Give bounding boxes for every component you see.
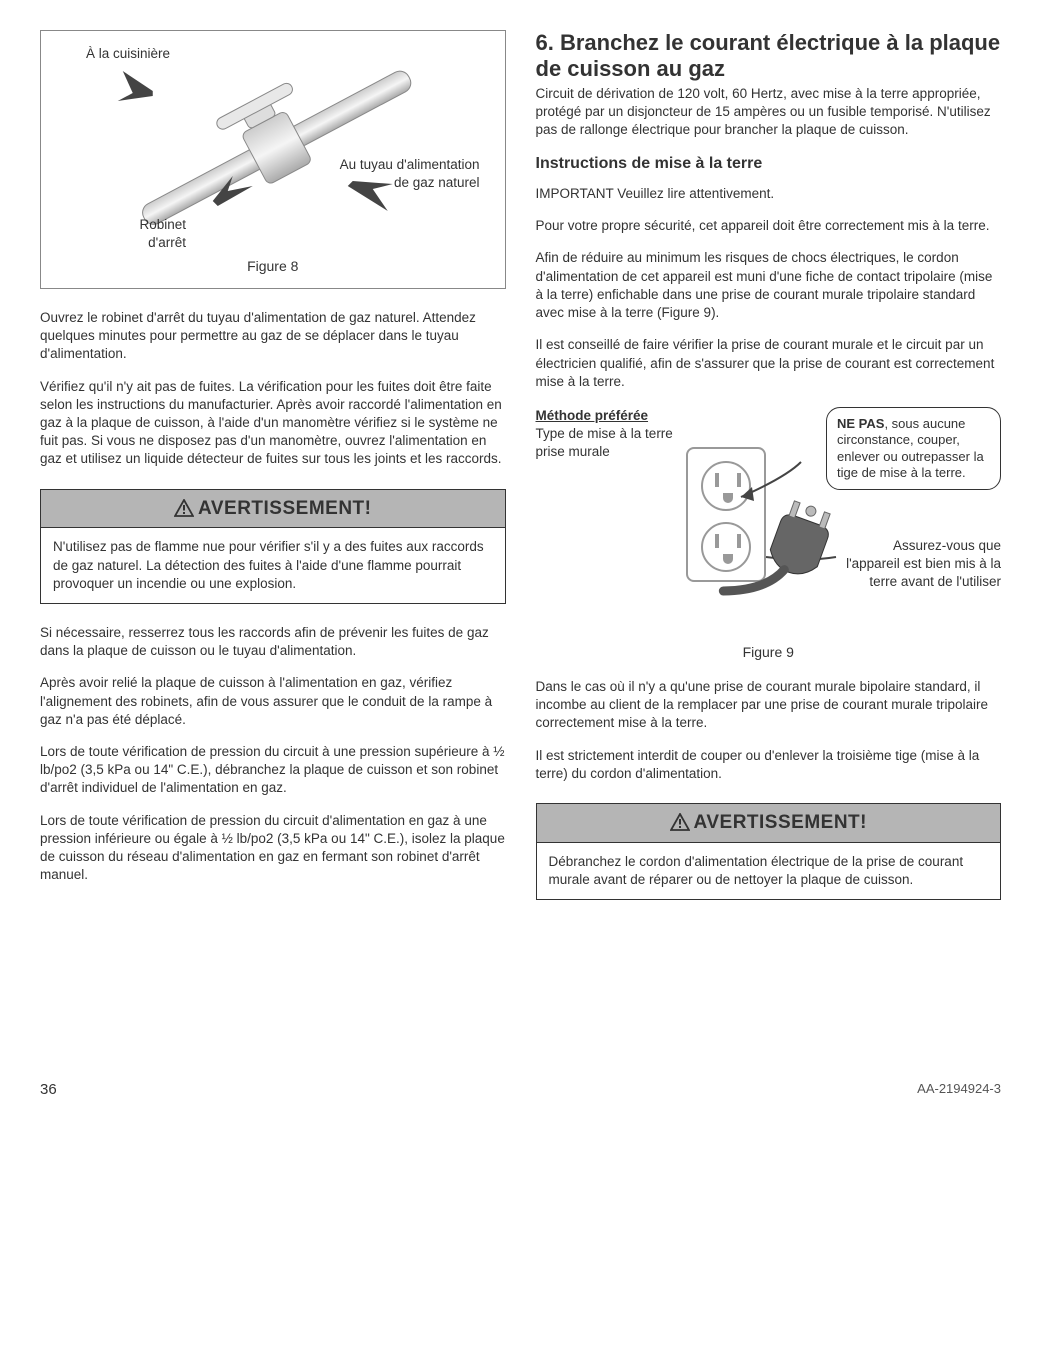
warning-2-body: Débranchez le cordon d'alimentation élec… (537, 843, 1001, 899)
left-p3: Si nécessaire, resserrez tous les raccor… (40, 624, 506, 660)
warning-icon (670, 813, 690, 831)
figure-9-diagram: Méthode préférée Type de mise à la terre… (536, 407, 1002, 637)
doc-number: AA-2194924-3 (917, 1080, 1001, 1100)
left-p6: Lors de toute vérification de pression d… (40, 812, 506, 885)
warning-box-2: AVERTISSEMENT! Débranchez le cordon d'al… (536, 803, 1002, 900)
left-p1: Ouvrez le robinet d'arrêt du tuyau d'ali… (40, 309, 506, 364)
right-p2: Pour votre propre sécurité, cet appareil… (536, 217, 1002, 235)
fig8-label-valve: Robinet d'arrêt (116, 216, 186, 252)
right-p1: IMPORTANT Veuillez lire attentivement. (536, 185, 1002, 203)
fig8-caption: Figure 8 (56, 257, 490, 276)
fig9-caption: Figure 9 (536, 643, 1002, 662)
right-p5: Dans le cas où il n'y a qu'une prise de … (536, 678, 1002, 733)
section-6-heading: 6. Branchez le courant électrique à la p… (536, 30, 1002, 83)
warning-box-1: AVERTISSEMENT! N'utilisez pas de flamme … (40, 489, 506, 604)
right-p3: Afin de réduire au minimum les risques d… (536, 249, 1002, 322)
right-p4: Il est conseillé de faire vérifier la pr… (536, 336, 1002, 391)
fig9-arrows (536, 407, 1002, 637)
fig8-label-gas: Au tuyau d'alimentation de gaz naturel (340, 156, 480, 192)
right-p6: Il est strictement interdit de couper ou… (536, 747, 1002, 783)
grounding-heading: Instructions de mise à la terre (536, 153, 1002, 175)
page-footer: 36 AA-2194924-3 (40, 1080, 1001, 1100)
left-p5: Lors de toute vérification de pression d… (40, 743, 506, 798)
warning-1-body: N'utilisez pas de flamme nue pour vérifi… (41, 528, 505, 603)
page-number: 36 (40, 1080, 57, 1100)
figure-8-box: À la cuisinière Au tuyau d'alimentation … (40, 30, 506, 289)
left-p4: Après avoir relié la plaque de cuisson à… (40, 674, 506, 729)
warning-icon (174, 499, 194, 517)
fig8-label-stove: À la cuisinière (86, 45, 170, 63)
left-p2: Vérifiez qu'il n'y ait pas de fuites. La… (40, 378, 506, 469)
right-intro: Circuit de dérivation de 120 volt, 60 He… (536, 85, 1002, 140)
warning-1-title: AVERTISSEMENT! (41, 490, 505, 529)
warning-2-title: AVERTISSEMENT! (537, 804, 1001, 843)
